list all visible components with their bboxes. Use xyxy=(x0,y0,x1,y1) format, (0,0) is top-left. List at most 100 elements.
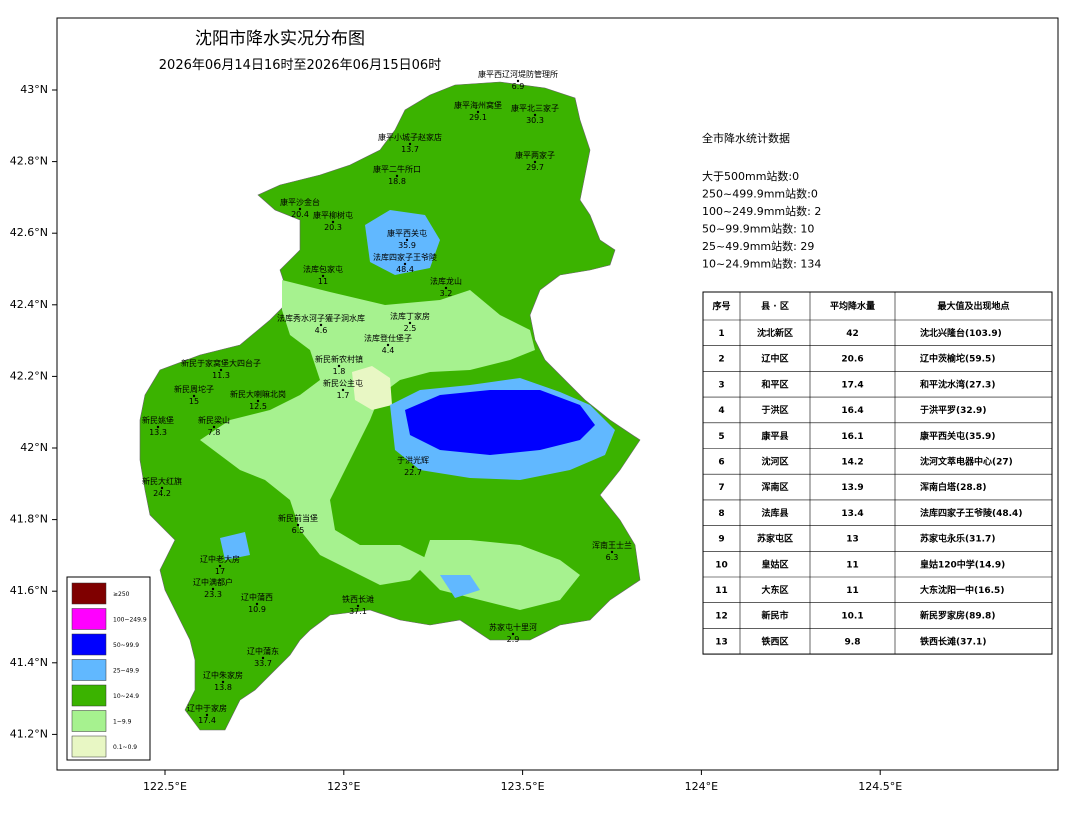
station-value: 4.6 xyxy=(315,326,328,335)
table-cell: 和平沈水湾(27.3) xyxy=(919,378,995,390)
station-name: 新民梁山 xyxy=(198,415,230,425)
station-dot xyxy=(212,425,216,429)
table-cell: 3 xyxy=(718,380,724,390)
table-cell: 1 xyxy=(718,329,724,339)
station-dot xyxy=(356,604,360,608)
station-name: 浑南王士兰 xyxy=(592,540,632,550)
station-name: 法库丁家房 xyxy=(390,311,430,321)
station-value: 29.1 xyxy=(469,113,487,122)
very-light-area xyxy=(352,366,392,410)
lon-label: 123°E xyxy=(327,780,360,793)
legend-label: 50~99.9 xyxy=(113,642,139,649)
station-value: 2.5 xyxy=(404,324,417,333)
station-dot xyxy=(160,486,164,490)
lat-label: 42.8°N xyxy=(10,155,48,168)
stats-title: 全市降水统计数据 xyxy=(702,131,790,145)
table-cell: 9.8 xyxy=(845,637,861,647)
station-name: 新民大喇嘛北岗 xyxy=(230,389,286,399)
legend-swatch xyxy=(71,633,107,656)
table-cell: 沈北兴隆台(103.9) xyxy=(920,327,1002,339)
station-name: 辽中老大房 xyxy=(200,554,240,564)
legend-label: ≥250 xyxy=(113,591,130,598)
lon-label: 124°E xyxy=(685,780,718,793)
station-dot xyxy=(395,174,399,178)
table-cell: 沈北新区 xyxy=(757,327,793,339)
table-cell: 10.1 xyxy=(841,612,863,622)
stats-line: 250~499.9mm站数:0 xyxy=(702,187,818,201)
table-cell: 12 xyxy=(715,612,728,622)
station-name: 新民周坨子 xyxy=(174,384,214,394)
table-cell: 13.4 xyxy=(841,509,863,519)
table-cell: 铁西区 xyxy=(761,635,788,647)
station-value: 17.4 xyxy=(198,716,216,725)
lon-label: 123.5°E xyxy=(501,780,545,793)
station-value: 48.4 xyxy=(396,265,414,274)
table-cell: 于洪区 xyxy=(761,404,788,416)
station-dot xyxy=(205,713,209,717)
station-value: 20.3 xyxy=(324,223,342,232)
table-cell: 13.9 xyxy=(841,483,863,493)
station-dot xyxy=(386,343,390,347)
station-dot xyxy=(321,274,325,278)
station-value: 12.5 xyxy=(249,402,267,411)
lat-label: 42°N xyxy=(20,441,48,454)
station-name: 辽中满都户 xyxy=(193,577,233,587)
lat-label: 41.4°N xyxy=(10,656,48,669)
table-cell: 沈河文萃电器中心(27) xyxy=(920,456,1013,468)
blue-area xyxy=(405,390,595,455)
station-dot xyxy=(337,364,341,368)
station-value: 17 xyxy=(215,567,225,576)
legend-swatch xyxy=(71,608,107,630)
table-cell: 5 xyxy=(718,432,724,442)
station-value: 30.3 xyxy=(526,116,544,125)
table-cell: 和平区 xyxy=(760,378,788,390)
station-dot xyxy=(192,394,196,398)
station-name: 康平海州窝堡 xyxy=(454,100,502,110)
legend-label: 0.1~0.9 xyxy=(113,744,137,751)
table-cell: 新民市 xyxy=(761,610,788,622)
station-dot xyxy=(156,425,160,429)
station-dot xyxy=(405,238,409,242)
lon-label: 124.5°E xyxy=(858,780,902,793)
stats-line: 25~49.9mm站数: 29 xyxy=(702,239,814,253)
table-cell: 17.4 xyxy=(841,380,863,390)
table-cell: 辽中区 xyxy=(761,353,788,365)
station-dot xyxy=(211,587,215,591)
station-name: 新民前当堡 xyxy=(278,513,318,523)
table-cell: 康平县 xyxy=(761,430,788,442)
station-name: 法库四家子王爷陵 xyxy=(373,252,437,262)
station-value: 1.8 xyxy=(333,367,346,376)
station-dot xyxy=(255,602,259,606)
station-name: 法库秀水河子獾子洞水库 xyxy=(277,313,365,323)
table-cell: 13 xyxy=(846,535,859,545)
lat-label: 41.6°N xyxy=(10,584,48,597)
station-name: 新民大红旗 xyxy=(142,476,182,486)
station-name: 辽中蒲东 xyxy=(247,646,279,656)
table-cell: 法库县 xyxy=(761,507,788,519)
lat-label: 42.6°N xyxy=(10,226,48,239)
station-value: 13.7 xyxy=(401,145,419,154)
table-cell: 大东区 xyxy=(761,584,788,596)
station-dot xyxy=(219,368,223,372)
station-dot xyxy=(403,262,407,266)
table-cell: 辽中茨榆坨(59.5) xyxy=(920,353,995,365)
station-value: 33.7 xyxy=(254,659,272,668)
station-name: 法库包家屯 xyxy=(303,264,343,274)
table-cell: 7 xyxy=(718,483,724,493)
legend-label: 1~9.9 xyxy=(113,719,132,726)
station-value: 3.2 xyxy=(440,289,453,298)
station-name: 苏家屯十里河 xyxy=(489,622,537,632)
station-value: 37.1 xyxy=(349,607,367,616)
title: 沈阳市降水实况分布图 xyxy=(195,29,365,49)
table-cell: 42 xyxy=(846,329,859,339)
subtitle: 2026年06月14日16时至2026年06月15日06时 xyxy=(159,58,441,73)
table-cell: 铁西长滩(37.1) xyxy=(920,635,986,647)
table-header: 县 · 区 xyxy=(761,301,789,312)
station-dot xyxy=(533,113,537,117)
station-value: 10.9 xyxy=(248,605,266,614)
station-name: 新民于家窝堡大四台子 xyxy=(181,358,261,368)
legend-swatch xyxy=(71,659,107,681)
station-value: 18.8 xyxy=(388,177,406,186)
table-cell: 法库四家子王爷陵(48.4) xyxy=(920,507,1022,519)
